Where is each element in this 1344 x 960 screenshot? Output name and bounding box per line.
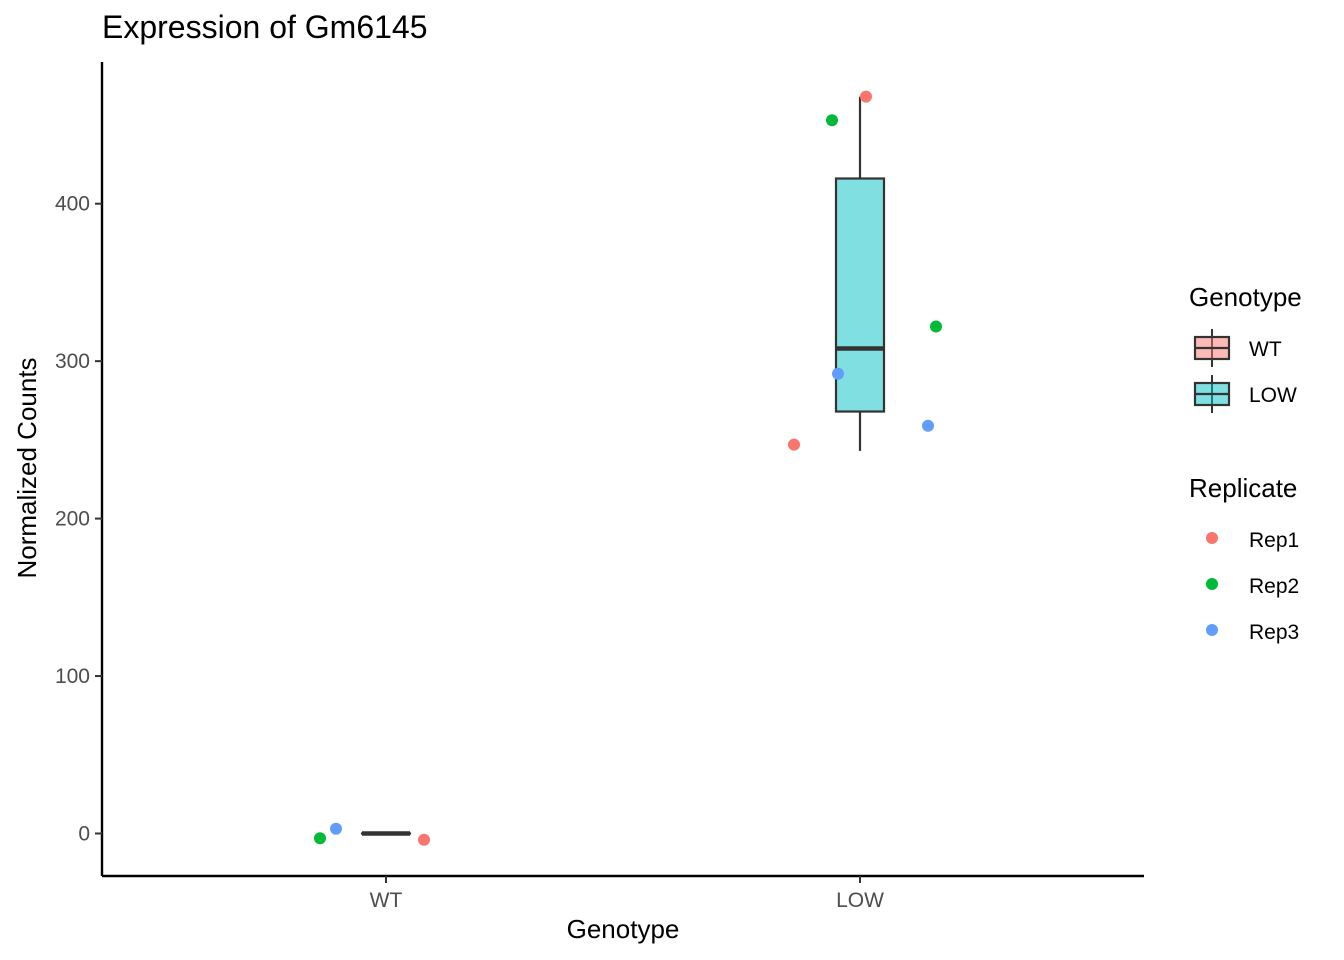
legend-item-label: Rep2 xyxy=(1249,575,1299,598)
box-body xyxy=(834,177,886,413)
y-tick-label: 200 xyxy=(55,508,90,531)
legend-item-label: Rep3 xyxy=(1249,621,1299,644)
y-axis-title: Normalized Counts xyxy=(12,357,42,578)
box-low xyxy=(834,96,886,451)
data-point-rep2 xyxy=(826,114,838,127)
y-tick-label: 0 xyxy=(78,822,90,845)
legend-title: Replicate xyxy=(1189,473,1297,503)
legend-replicate: Replicate Rep1 Rep2 Rep3 xyxy=(1189,473,1299,644)
legend-item-label: WT xyxy=(1249,338,1282,361)
data-point-rep1 xyxy=(860,90,872,103)
y-tick-label: 100 xyxy=(55,665,90,688)
plot-area xyxy=(314,90,942,846)
legend-genotype: Genotype WT LOW xyxy=(1189,282,1302,413)
data-point-rep2 xyxy=(314,832,326,845)
x-tick-label: WT xyxy=(370,889,403,912)
legend-item-label: LOW xyxy=(1249,384,1297,407)
data-point-rep3 xyxy=(922,419,934,432)
chart-title: Expression of Gm6145 xyxy=(102,9,428,45)
legend-key-point xyxy=(1206,624,1218,636)
y-tick-label: 300 xyxy=(55,350,90,373)
data-point-rep1 xyxy=(788,438,800,451)
x-tick-label: LOW xyxy=(836,889,884,912)
legend-key-point xyxy=(1206,578,1218,590)
legend-title: Genotype xyxy=(1189,282,1302,312)
data-point-rep2 xyxy=(930,320,942,333)
legend: Genotype WT LOW Replicate Rep1 Rep2 Rep3 xyxy=(1189,282,1302,644)
x-axis-title: Genotype xyxy=(567,914,680,944)
y-tick-label: 400 xyxy=(55,193,90,216)
axes: 0 100 200 300 400 WT LOW xyxy=(55,62,1144,912)
data-point-rep3 xyxy=(832,367,844,380)
data-point-rep1 xyxy=(418,833,430,846)
legend-item-label: Rep1 xyxy=(1249,529,1299,552)
data-point-rep3 xyxy=(330,822,342,835)
legend-key-point xyxy=(1206,532,1218,544)
